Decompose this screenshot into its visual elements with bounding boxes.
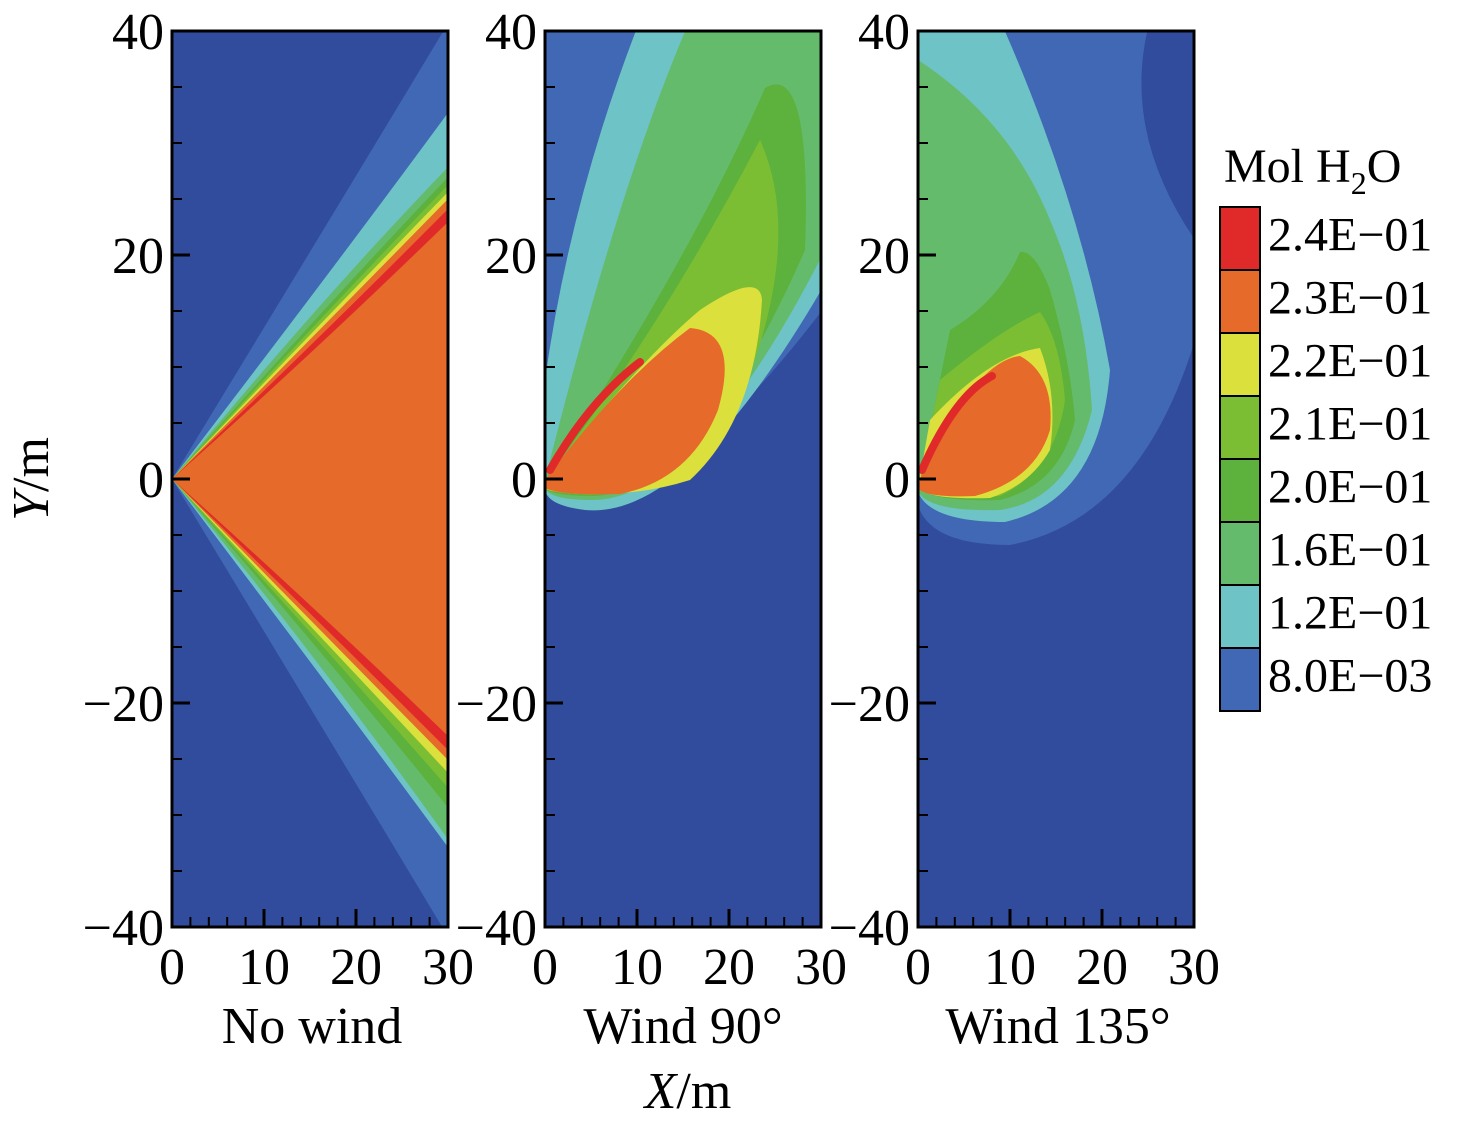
x-tick-label: 30	[795, 939, 847, 996]
y-tick-label: −40	[829, 900, 910, 957]
panel-wind-135	[916, 29, 1196, 929]
legend-swatch	[1220, 333, 1260, 396]
x-tick-label: 0	[532, 939, 558, 996]
contour-field-no-wind	[172, 31, 448, 927]
y-tick-label: 40	[858, 4, 910, 61]
legend-label: 1.6E−01	[1268, 524, 1432, 577]
y-tick-label: −20	[456, 676, 537, 733]
y-tick-label: 40	[485, 4, 537, 61]
x-tick-label: 10	[984, 939, 1036, 996]
panel-title-wind-135: Wind 135°	[945, 998, 1170, 1055]
panel-title-no-wind: No wind	[222, 998, 403, 1055]
x-tick-label: 0	[905, 939, 931, 996]
panel-wind-90	[543, 29, 823, 929]
axes-labels: No wind Wind 90° Wind 135° X/m Y/m Mol H…	[3, 140, 1401, 1120]
y-tick-label: 0	[511, 452, 537, 509]
x-axis-title-symbol: X	[643, 1063, 679, 1120]
y-tick-label: 20	[112, 228, 164, 285]
y-tick-label: 0	[138, 452, 164, 509]
legend-swatch	[1220, 522, 1260, 585]
legend-swatch	[1220, 459, 1260, 522]
legend-title-main: Mol H	[1224, 140, 1351, 193]
peak-band-wind-90	[546, 358, 644, 474]
x-tick-label: 20	[330, 939, 382, 996]
legend-label: 8.0E−03	[1268, 650, 1432, 703]
y-tick-label: −40	[83, 900, 164, 957]
y-tick-label: −20	[83, 676, 164, 733]
legend-label: 2.1E−01	[1268, 398, 1432, 451]
x-axis-title: X/m	[643, 1063, 732, 1120]
x-tick-label: 10	[238, 939, 290, 996]
x-tick-label: 20	[703, 939, 755, 996]
y-tick-label: 20	[485, 228, 537, 285]
legend-label: 1.2E−01	[1268, 587, 1432, 640]
legend-label: 2.3E−01	[1268, 272, 1432, 325]
peak-band-wind-135	[918, 372, 996, 474]
y-tick-label: 20	[858, 228, 910, 285]
legend-title: Mol H2O	[1224, 140, 1401, 201]
y-tick-label: 0	[884, 452, 910, 509]
legend-label: 2.0E−01	[1268, 461, 1432, 514]
panel-title-wind-90: Wind 90°	[583, 998, 782, 1055]
legend-frame	[1219, 206, 1261, 712]
legend-title-tail: O	[1367, 140, 1402, 193]
x-tick-label: 10	[611, 939, 663, 996]
y-axis-title-symbol: Y	[3, 487, 60, 521]
legend-swatch	[1220, 270, 1260, 333]
contour-field-wind-90	[545, 31, 821, 927]
y-tick-label: −20	[829, 676, 910, 733]
panel-no-wind	[170, 29, 450, 929]
y-axis-title: Y/m	[3, 437, 60, 521]
legend-title-subscript: 2	[1351, 165, 1367, 201]
y-axis-title-unit: /m	[3, 437, 60, 492]
y-tick-label: 40	[112, 4, 164, 61]
x-axis-title-unit: /m	[676, 1063, 731, 1120]
legend-label: 2.4E−01	[1268, 209, 1432, 262]
legend-label: 2.2E−01	[1268, 335, 1432, 388]
color-legend: 2.4E−01 2.3E−01 2.2E−01 2.1E−01 2.0E−01 1.6E−…	[1219, 206, 1432, 712]
y-tick-label: −40	[456, 900, 537, 957]
legend-swatch	[1220, 207, 1260, 270]
x-tick-label: 30	[422, 939, 474, 996]
contour-field-wind-135	[918, 31, 1194, 927]
legend-swatch	[1220, 585, 1260, 648]
x-tick-label: 30	[1168, 939, 1220, 996]
legend-swatch	[1220, 648, 1260, 711]
legend-swatch	[1220, 396, 1260, 459]
x-tick-label: 20	[1076, 939, 1128, 996]
x-tick-label: 0	[159, 939, 185, 996]
